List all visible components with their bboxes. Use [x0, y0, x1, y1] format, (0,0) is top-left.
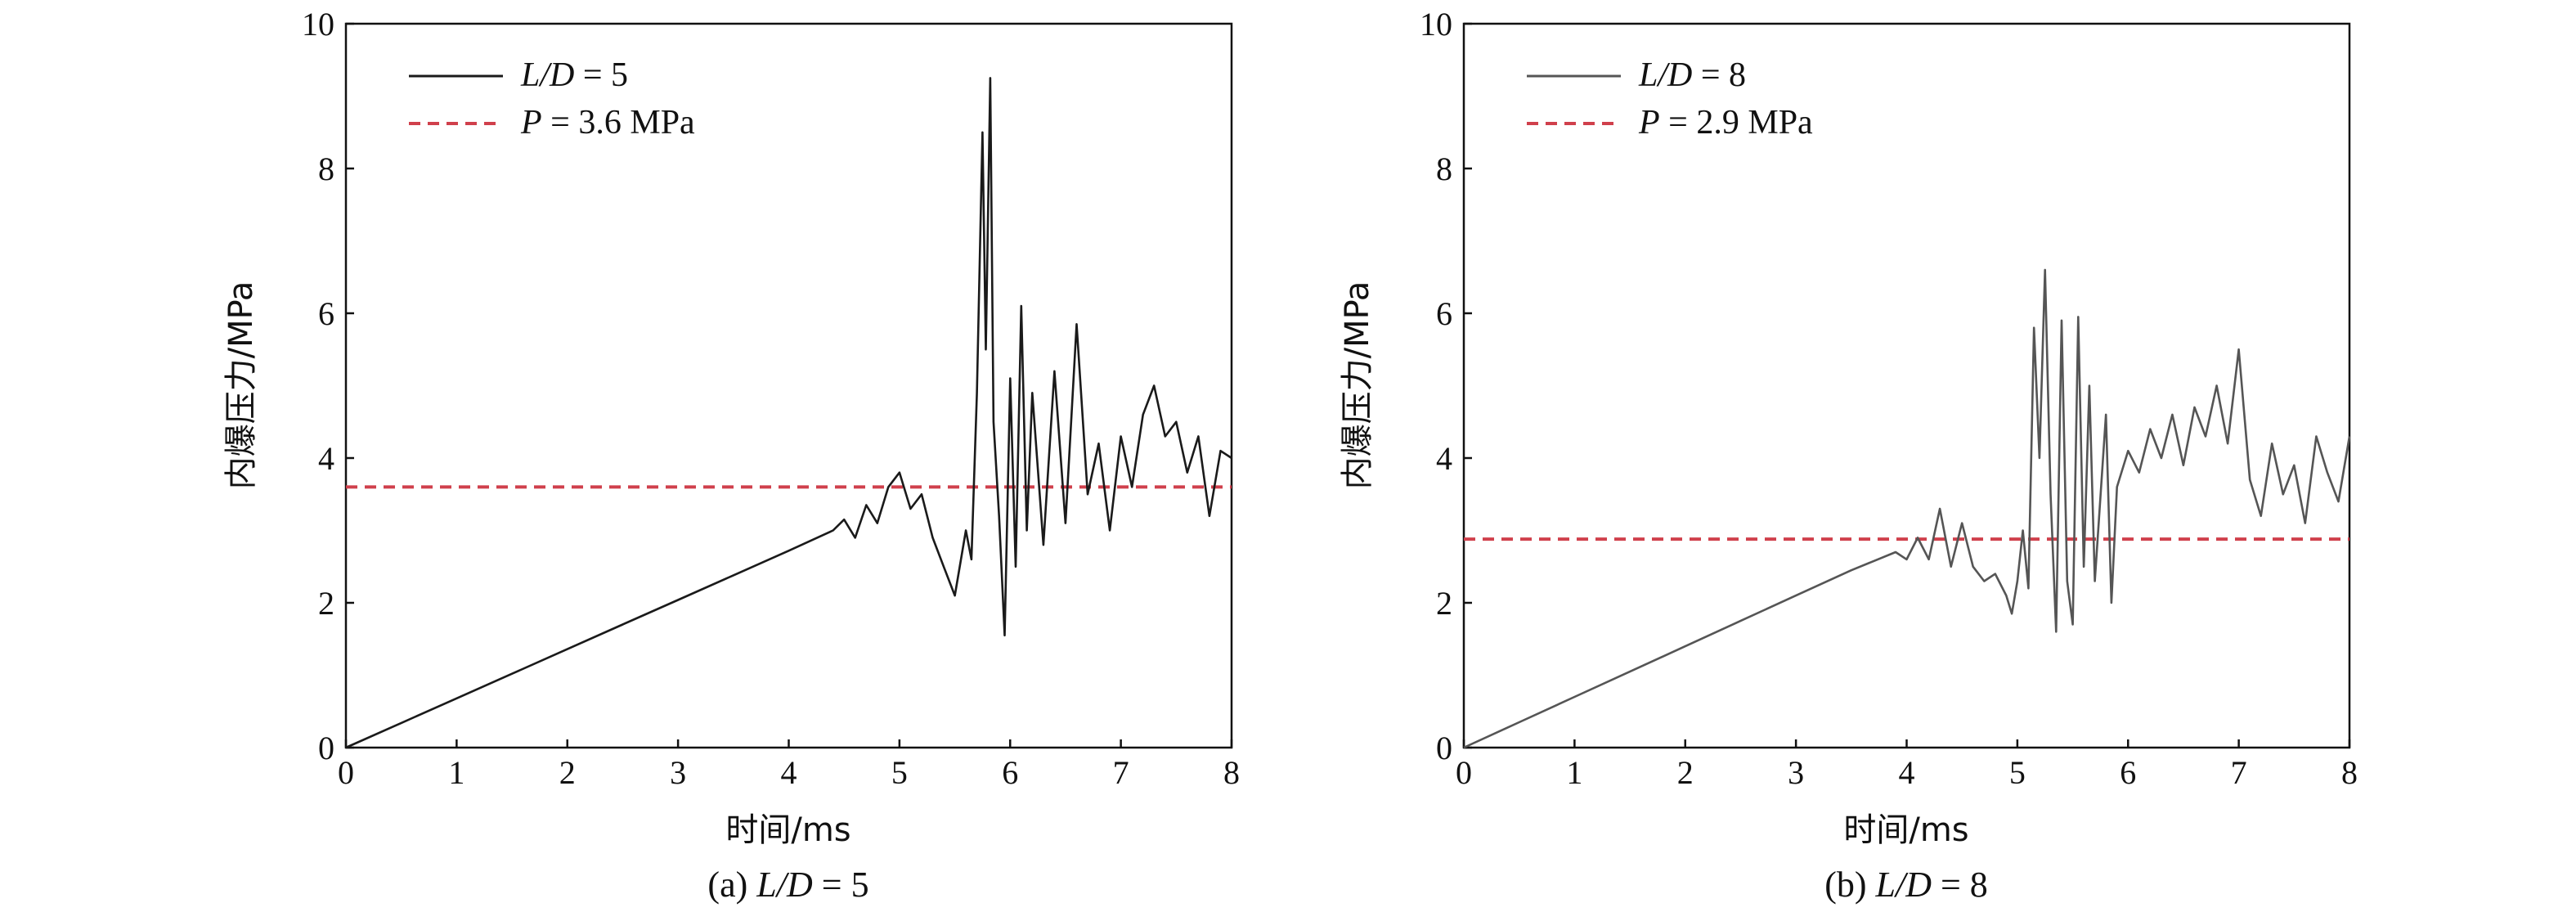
x-tick-label: 8 — [2341, 754, 2358, 791]
legend-label: P = 2.9 MPa — [1638, 104, 1813, 142]
y-axis-label: 内爆压力/MPa — [222, 281, 260, 490]
legend-label: L/D = 5 — [520, 56, 628, 94]
y-tick-label: 4 — [1436, 440, 1452, 477]
plot-frame — [344, 22, 1233, 749]
caption-prefix: (b) — [1824, 865, 1875, 905]
caption-variable: L/D — [1875, 865, 1932, 905]
y-tick-label: 4 — [318, 440, 334, 477]
x-tick-label: 4 — [781, 754, 797, 791]
panel-caption: (b) L/D = 8 — [1824, 865, 1988, 905]
x-tick-label: 1 — [1566, 754, 1582, 791]
chart-panel-a: 0 1 2 3 4 5 6 7 8 0 2 4 6 8 10 L/D = 5 P = 3.6 MPa 时间/… — [222, 6, 1240, 905]
x-tick-label: 4 — [1899, 754, 1915, 791]
x-tick-label: 3 — [1788, 754, 1804, 791]
x-axis-label: 时间/ms — [1843, 811, 1968, 849]
caption-variable: L/D — [756, 865, 813, 905]
x-tick-label: 2 — [559, 754, 576, 791]
y-tick-label: 2 — [1436, 585, 1452, 622]
y-tick-label: 8 — [318, 151, 334, 187]
caption-prefix: (a) — [707, 865, 756, 905]
y-tick-label: 2 — [318, 585, 334, 622]
legend-value: = 2.9 MPa — [1660, 104, 1813, 142]
legend-variable: P — [520, 104, 542, 142]
legend-variable: L/D — [520, 56, 574, 94]
y-tick-label: 6 — [1436, 295, 1452, 332]
legend-variable: L/D — [1638, 56, 1692, 94]
x-axis-label: 时间/ms — [725, 811, 850, 849]
legend-variable: P — [1638, 104, 1660, 142]
x-tick-label: 5 — [891, 754, 908, 791]
x-tick-label: 0 — [1456, 754, 1472, 791]
legend-value: = 5 — [574, 56, 628, 94]
x-tick-label: 6 — [1002, 754, 1018, 791]
legend-value: = 3.6 MPa — [542, 104, 695, 142]
panel-caption: (a) L/D = 5 — [707, 865, 868, 905]
y-tick-label: 10 — [1420, 6, 1452, 43]
legend-label: P = 3.6 MPa — [520, 104, 695, 142]
y-tick-label: 0 — [1436, 730, 1452, 766]
x-tick-label: 2 — [1677, 754, 1694, 791]
pressure-curve — [1463, 268, 2351, 749]
y-axis-label: 内爆压力/MPa — [1339, 281, 1376, 490]
y-tick-label: 0 — [318, 730, 334, 766]
caption-value: = 8 — [1932, 865, 1988, 905]
caption-value: = 5 — [813, 865, 869, 905]
chart-panel-b: 0 1 2 3 4 5 6 7 8 0 2 4 6 8 10 L/D = 8 P = 2.9 MPa 时间/… — [1339, 6, 2358, 905]
x-tick-label: 7 — [1113, 754, 1129, 791]
y-tick-label: 10 — [302, 6, 334, 43]
x-tick-label: 8 — [1223, 754, 1240, 791]
y-tick-label: 8 — [1436, 151, 1452, 187]
x-tick-label: 1 — [448, 754, 464, 791]
pressure-curve — [345, 77, 1232, 749]
x-tick-label: 6 — [2120, 754, 2136, 791]
y-tick-label: 6 — [318, 295, 334, 332]
x-tick-label: 0 — [338, 754, 354, 791]
x-tick-label: 7 — [2231, 754, 2247, 791]
x-tick-label: 5 — [2009, 754, 2026, 791]
legend-value: = 8 — [1692, 56, 1746, 94]
legend-label: L/D = 8 — [1638, 56, 1746, 94]
x-tick-label: 3 — [670, 754, 686, 791]
